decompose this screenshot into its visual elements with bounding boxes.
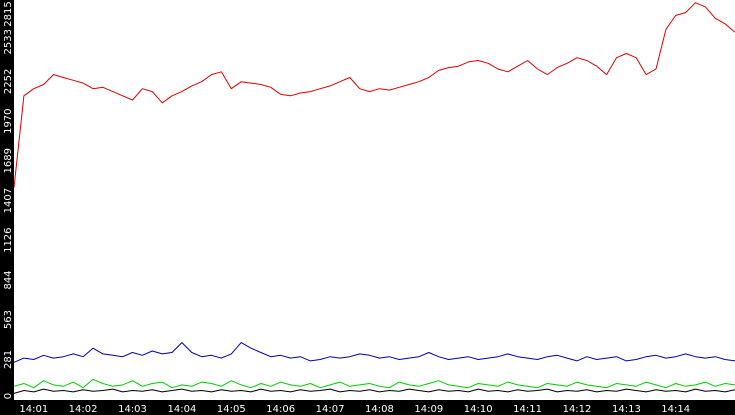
x-tick-label: 14:07 [316, 404, 345, 415]
y-tick-label: 563 [3, 310, 14, 329]
series-line-2 [13, 342, 735, 363]
x-tick-label: 14:02 [69, 404, 98, 415]
x-tick-label: 14:03 [118, 404, 147, 415]
x-tick-label: 14:11 [513, 404, 542, 415]
y-tick-label: 2815 [3, 1, 14, 26]
x-tick-label: 14:01 [19, 404, 48, 415]
x-tick-label: 14:09 [414, 404, 443, 415]
x-axis-ticks: 14:01 14:02 14:03 14:04 14:05 14:06 14:07 14:08… [19, 404, 690, 415]
x-tick-label: 14:06 [266, 404, 295, 415]
series-layer [13, 2, 735, 394]
series-line-3 [13, 378, 735, 389]
x-tick-label: 14:04 [167, 404, 196, 415]
y-tick-label: 1407 [3, 188, 14, 213]
y-tick-label: 2533 [3, 29, 14, 54]
x-tick-label: 14:13 [612, 404, 641, 415]
y-tick-label: 844 [3, 270, 14, 289]
y-axis-band [0, 0, 14, 415]
y-axis-ticks: 0 281 563 844 1126 1407 1689 1970 2252 2533 2815 [3, 1, 14, 399]
series-line-1 [13, 2, 735, 188]
y-tick-label: 281 [3, 350, 14, 369]
y-tick-label: 0 [3, 393, 14, 399]
series-line-4 [13, 388, 735, 394]
y-tick-label: 1689 [3, 148, 14, 173]
x-tick-label: 14:05 [217, 404, 246, 415]
x-tick-label: 14:10 [464, 404, 493, 415]
x-axis-band [0, 400, 735, 415]
y-tick-label: 2252 [3, 69, 14, 94]
x-tick-label: 14:14 [661, 404, 690, 415]
x-tick-label: 14:08 [365, 404, 394, 415]
x-tick-label: 14:12 [563, 404, 592, 415]
y-tick-label: 1970 [3, 108, 14, 133]
y-tick-label: 1126 [3, 227, 14, 252]
